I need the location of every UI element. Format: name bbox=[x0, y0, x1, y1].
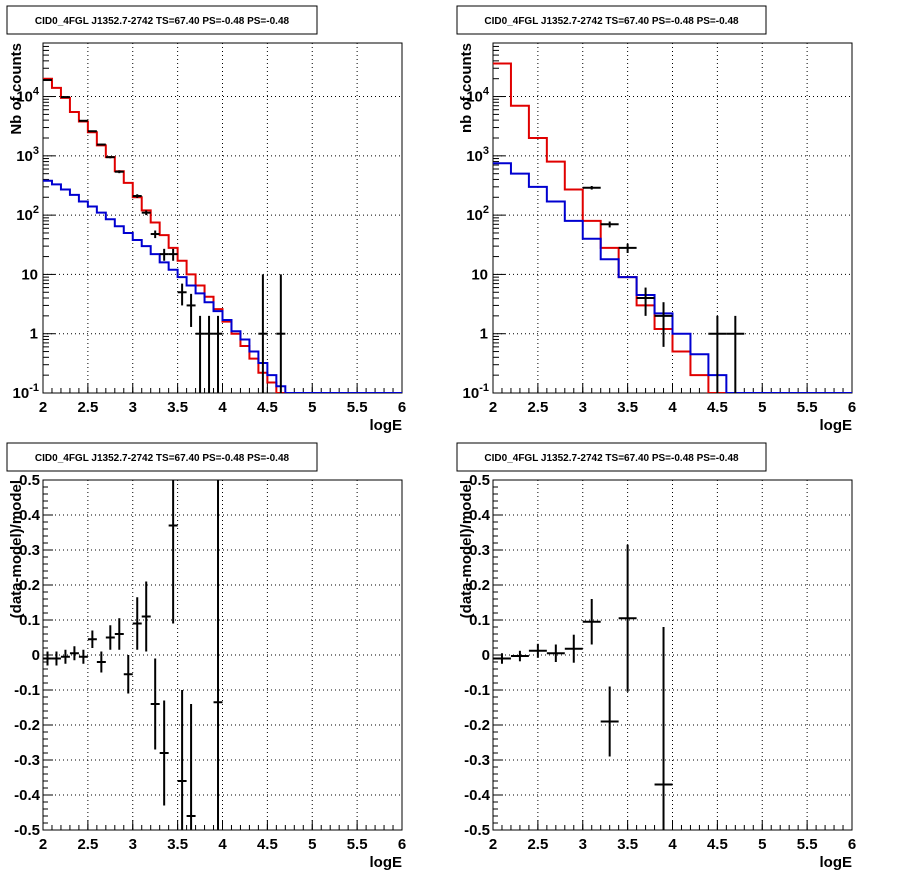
y-tick-label: 0.1 bbox=[19, 612, 40, 629]
title-box bbox=[6, 442, 318, 472]
title-box bbox=[456, 5, 767, 35]
x-tick-label: 4.5 bbox=[257, 836, 278, 853]
plot-frame bbox=[492, 42, 853, 394]
y-tick-label: 102 bbox=[466, 204, 489, 224]
x-tick-label: 3.5 bbox=[617, 399, 638, 416]
y-tick-label: 1 bbox=[30, 326, 38, 343]
x-tick-label: 2.5 bbox=[527, 399, 548, 416]
x-tick-label: 4 bbox=[218, 399, 227, 416]
x-tick-label: 4 bbox=[668, 836, 677, 853]
y-axis-title: nb of counts bbox=[458, 43, 475, 133]
y-tick-label: 0.3 bbox=[19, 542, 40, 559]
panel-bottom-left: CID0_4FGL J1352.7-2742 TS=67.40 PS=-0.48… bbox=[6, 442, 406, 871]
y-tick-label: 103 bbox=[466, 145, 489, 165]
x-tick-label: 4 bbox=[668, 399, 677, 416]
y-tick-label: -0.3 bbox=[14, 752, 40, 769]
panel-top-right: CID0_4FGL J1352.7-2742 TS=67.40 PS=-0.48… bbox=[456, 5, 856, 434]
y-tick-label: 0.5 bbox=[469, 472, 490, 489]
x-tick-label: 3 bbox=[579, 399, 587, 416]
y-tick-label: 104 bbox=[16, 86, 40, 106]
model-total-histogram bbox=[493, 62, 852, 393]
x-tick-label: 4.5 bbox=[707, 836, 728, 853]
x-tick-label: 4 bbox=[218, 836, 227, 853]
x-axis-title: logE bbox=[820, 417, 853, 434]
y-tick-label: 0 bbox=[482, 647, 490, 664]
y-tick-label: 0.3 bbox=[469, 542, 490, 559]
y-axis-title: (data-model)/model bbox=[458, 480, 475, 618]
title-box bbox=[6, 5, 318, 35]
x-axis-title: logE bbox=[370, 854, 403, 871]
y-tick-label: 10-1 bbox=[463, 382, 489, 402]
model-total-histogram bbox=[43, 77, 402, 393]
x-tick-label: 4.5 bbox=[257, 399, 278, 416]
x-tick-label: 2.5 bbox=[527, 836, 548, 853]
y-tick-label: 104 bbox=[466, 86, 490, 106]
y-tick-label: 10 bbox=[471, 266, 488, 283]
x-tick-label: 3 bbox=[579, 836, 587, 853]
x-tick-label: 2.5 bbox=[77, 836, 98, 853]
y-tick-label: 0.5 bbox=[19, 472, 40, 489]
y-tick-label: -0.2 bbox=[14, 717, 40, 734]
y-tick-label: -0.5 bbox=[464, 822, 490, 839]
y-axis-title: Nb of counts bbox=[8, 43, 25, 135]
y-tick-label: -0.5 bbox=[14, 822, 40, 839]
x-tick-label: 4.5 bbox=[707, 399, 728, 416]
x-tick-label: 2 bbox=[489, 399, 497, 416]
y-tick-label: 0.2 bbox=[19, 577, 40, 594]
x-tick-label: 6 bbox=[398, 399, 406, 416]
x-tick-label: 5.5 bbox=[347, 399, 368, 416]
chart-title: CID0_4FGL J1352.7-2742 TS=67.40 PS=-0.48… bbox=[35, 453, 290, 464]
x-tick-label: 6 bbox=[398, 836, 406, 853]
y-tick-label: 0.4 bbox=[469, 507, 491, 524]
y-tick-label: 103 bbox=[16, 145, 39, 165]
x-tick-label: 3.5 bbox=[617, 836, 638, 853]
x-tick-label: 2 bbox=[39, 836, 47, 853]
x-axis-title: logE bbox=[820, 854, 853, 871]
y-tick-label: 102 bbox=[16, 204, 39, 224]
x-tick-label: 5 bbox=[308, 399, 316, 416]
chart-title: CID0_4FGL J1352.7-2742 TS=67.40 PS=-0.48… bbox=[484, 453, 739, 464]
y-tick-label: 1 bbox=[480, 326, 488, 343]
y-axis-title: (data-model)/model bbox=[8, 480, 25, 618]
x-tick-label: 6 bbox=[848, 836, 856, 853]
title-box bbox=[456, 442, 767, 472]
x-tick-label: 5.5 bbox=[347, 836, 368, 853]
x-tick-label: 2 bbox=[39, 399, 47, 416]
y-tick-label: -0.1 bbox=[464, 682, 490, 699]
y-tick-label: 10 bbox=[21, 266, 38, 283]
x-tick-label: 3.5 bbox=[167, 836, 188, 853]
model-component-histogram bbox=[493, 162, 852, 393]
x-tick-label: 5 bbox=[758, 836, 766, 853]
x-tick-label: 5.5 bbox=[797, 836, 818, 853]
x-axis-title: logE bbox=[370, 417, 403, 434]
y-tick-label: -0.1 bbox=[14, 682, 40, 699]
y-tick-label: -0.4 bbox=[14, 787, 41, 804]
chart-title: CID0_4FGL J1352.7-2742 TS=67.40 PS=-0.48… bbox=[484, 16, 739, 27]
x-tick-label: 2 bbox=[489, 836, 497, 853]
y-tick-label: 0.1 bbox=[469, 612, 490, 629]
x-tick-label: 6 bbox=[848, 399, 856, 416]
panel-bottom-right: CID0_4FGL J1352.7-2742 TS=67.40 PS=-0.48… bbox=[456, 442, 856, 871]
y-tick-label: -0.3 bbox=[464, 752, 490, 769]
panel-top-left: CID0_4FGL J1352.7-2742 TS=67.40 PS=-0.48… bbox=[6, 5, 406, 434]
y-tick-label: -0.4 bbox=[464, 787, 491, 804]
plot-frame bbox=[492, 479, 853, 831]
x-tick-label: 3.5 bbox=[167, 399, 188, 416]
x-tick-label: 5.5 bbox=[797, 399, 818, 416]
x-tick-label: 3 bbox=[129, 399, 137, 416]
x-tick-label: 3 bbox=[129, 836, 137, 853]
y-tick-label: 0 bbox=[32, 647, 40, 664]
chart-title: CID0_4FGL J1352.7-2742 TS=67.40 PS=-0.48… bbox=[35, 16, 290, 27]
y-tick-label: 10-1 bbox=[13, 382, 39, 402]
plot-frame bbox=[42, 479, 403, 831]
y-tick-label: 0.2 bbox=[469, 577, 490, 594]
x-tick-label: 5 bbox=[758, 399, 766, 416]
plot-frame bbox=[42, 42, 403, 394]
model-component-histogram bbox=[43, 179, 402, 393]
x-tick-label: 5 bbox=[308, 836, 316, 853]
y-tick-label: -0.2 bbox=[464, 717, 490, 734]
x-tick-label: 2.5 bbox=[77, 399, 98, 416]
y-tick-label: 0.4 bbox=[19, 507, 41, 524]
